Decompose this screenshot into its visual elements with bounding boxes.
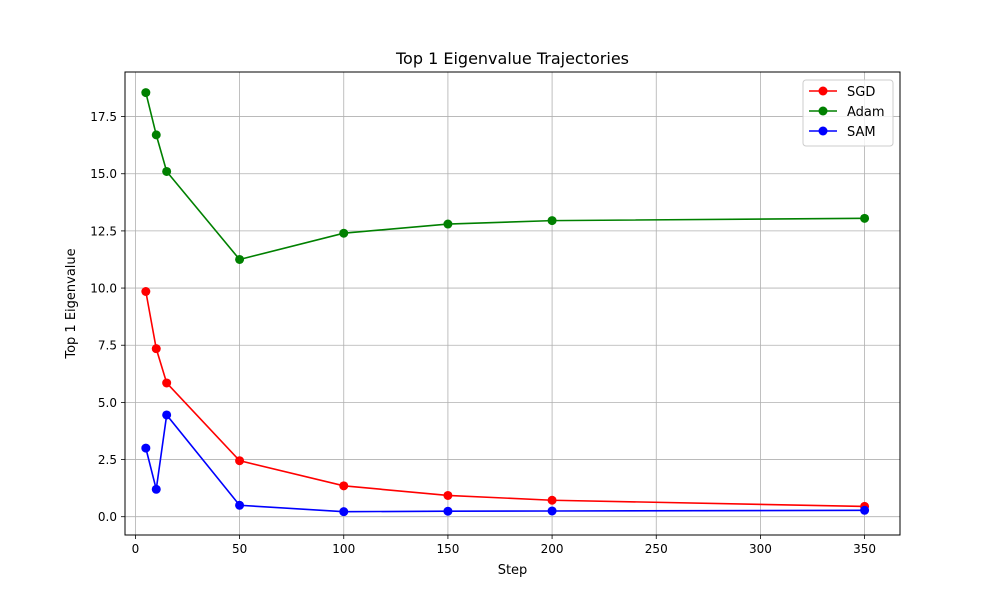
x-tick-label: 250 xyxy=(645,542,668,556)
chart-title: Top 1 Eigenvalue Trajectories xyxy=(395,49,629,68)
data-point-sgd xyxy=(235,456,245,466)
y-tick-label: 2.5 xyxy=(98,453,117,467)
x-tick-label: 100 xyxy=(332,542,355,556)
data-point-adam xyxy=(162,166,172,176)
series-line-sgd xyxy=(145,291,865,508)
data-point-sgd xyxy=(547,495,557,505)
data-point-adam xyxy=(151,130,161,140)
legend-label-sgd: SGD xyxy=(847,85,875,100)
y-axis: 0.0 2.5 5.0 7.5 10.0 12.5 15.0 17.5 xyxy=(90,110,125,524)
y-tick-label: 12.5 xyxy=(90,224,117,238)
data-point-sam xyxy=(141,443,151,453)
data-point-sam xyxy=(443,506,453,516)
x-tick-label: 300 xyxy=(749,542,772,556)
grid xyxy=(125,72,900,535)
data-point-sgd xyxy=(443,490,453,500)
y-tick-label: 10.0 xyxy=(90,282,117,296)
x-axis-label: Step xyxy=(498,563,528,578)
data-point-adam xyxy=(860,213,870,223)
x-tick-label: 350 xyxy=(853,542,876,556)
data-point-sam xyxy=(339,507,349,517)
x-axis: 0 50 100 150 200 250 300 350 xyxy=(132,535,876,556)
series-line-adam xyxy=(145,92,865,261)
y-axis-label: Top 1 Eigenvalue xyxy=(64,248,79,359)
data-point-adam xyxy=(339,228,349,238)
series-group xyxy=(141,88,870,517)
data-point-sam xyxy=(235,500,245,510)
data-point-sgd xyxy=(339,481,349,491)
data-point-adam xyxy=(235,254,245,264)
data-point-adam xyxy=(547,216,557,226)
x-tick-label: 200 xyxy=(541,542,564,556)
data-point-sam xyxy=(162,410,172,420)
x-tick-label: 150 xyxy=(436,542,459,556)
legend-marker-adam xyxy=(818,106,828,116)
x-tick-label: 50 xyxy=(232,542,247,556)
data-point-sam xyxy=(860,505,870,515)
data-point-adam xyxy=(141,88,151,98)
legend-label-adam: Adam xyxy=(847,105,885,120)
data-point-sam xyxy=(151,484,161,494)
x-tick-label: 0 xyxy=(132,542,140,556)
legend-marker-sam xyxy=(818,126,828,136)
data-point-sgd xyxy=(141,286,151,296)
data-point-sgd xyxy=(162,378,172,388)
y-tick-label: 5.0 xyxy=(98,396,117,410)
legend: SGD Adam SAM xyxy=(802,79,894,147)
y-tick-label: 17.5 xyxy=(90,110,117,124)
legend-marker-sgd xyxy=(818,86,828,96)
series-line-sam xyxy=(145,413,865,513)
y-tick-label: 7.5 xyxy=(98,339,117,353)
y-tick-label: 15.0 xyxy=(90,167,117,181)
y-tick-label: 0.0 xyxy=(98,510,117,524)
data-point-sam xyxy=(547,506,557,516)
data-point-adam xyxy=(443,219,453,229)
plot-frame xyxy=(124,71,901,536)
data-point-sgd xyxy=(151,344,161,354)
legend-label-sam: SAM xyxy=(847,125,876,140)
